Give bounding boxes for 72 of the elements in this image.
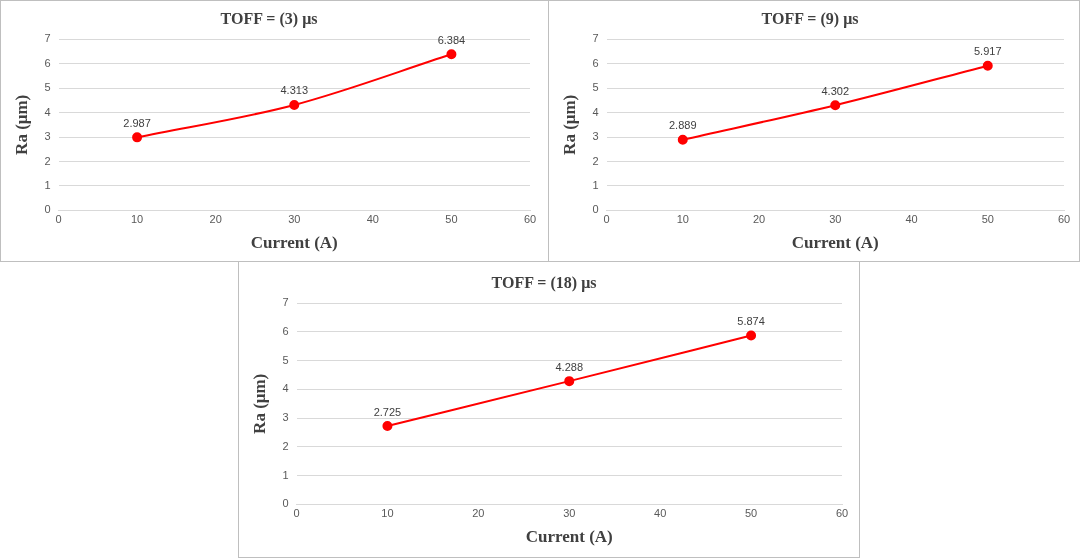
x-tick-label: 60	[835, 507, 849, 520]
y-tick-label: 0	[592, 203, 599, 216]
data-label: 4.313	[280, 84, 309, 97]
x-tick-label: 60	[1057, 213, 1071, 226]
x-tick-label: 50	[981, 213, 994, 226]
x-tick-label: 0	[293, 507, 300, 520]
data-label: 6.384	[437, 33, 466, 46]
point	[677, 134, 688, 145]
y-tick-label: 2	[44, 154, 51, 167]
x-tick-label: 60	[523, 213, 537, 226]
x-tick-label: 20	[209, 213, 222, 226]
x-tick-label: 20	[472, 507, 485, 520]
point	[982, 60, 993, 71]
y-axis-title: Ra (μm)	[249, 373, 269, 434]
y-tick-label: 1	[592, 178, 599, 191]
x-tick-label: 40	[366, 213, 379, 226]
data-label: 5.874	[737, 315, 765, 328]
x-axis-title: Current (A)	[791, 233, 879, 253]
point	[132, 132, 143, 143]
y-tick-label: 6	[44, 56, 51, 69]
x-tick-label: 10	[381, 507, 394, 520]
y-tick-label: 0	[44, 203, 51, 216]
x-tick-label: 30	[563, 507, 576, 520]
y-tick-label: 5	[282, 353, 289, 366]
x-tick-label: 0	[603, 213, 610, 226]
point	[746, 330, 757, 341]
y-tick-label: 6	[592, 56, 599, 69]
y-axis-title: Ra (μm)	[559, 94, 579, 155]
data-label: 4.302	[821, 84, 850, 97]
x-axis-title: Current (A)	[250, 233, 338, 253]
x-tick-label: 10	[676, 213, 689, 226]
data-label: 2.987	[123, 116, 151, 129]
y-tick-label: 4	[44, 105, 51, 118]
x-tick-label: 0	[55, 213, 62, 226]
x-tick-label: 40	[654, 507, 667, 520]
data-label: 2.725	[373, 405, 402, 418]
data-label: 4.288	[555, 360, 584, 373]
x-tick-label: 20	[752, 213, 766, 226]
point	[830, 100, 841, 111]
x-axis-title: Current (A)	[525, 527, 613, 547]
y-tick-label: 4	[282, 382, 289, 395]
y-tick-label: 2	[282, 439, 289, 452]
point	[289, 99, 300, 110]
x-tick-label: 30	[288, 213, 301, 226]
point	[564, 376, 575, 387]
y-tick-label: 0	[282, 497, 289, 510]
y-tick-label: 2	[592, 154, 599, 167]
y-tick-label: 3	[592, 130, 599, 143]
y-tick-label: 6	[282, 324, 289, 337]
point	[446, 49, 457, 60]
y-tick-label: 5	[592, 81, 599, 94]
y-tick-label: 3	[44, 130, 51, 143]
chart-title: TOFF = (3) μs	[220, 9, 318, 28]
x-tick-label: 50	[744, 507, 758, 520]
data-label: 2.889	[669, 119, 697, 132]
y-tick-label: 3	[282, 411, 289, 424]
chart-title: TOFF = (9) μs	[761, 9, 859, 28]
y-tick-label: 5	[44, 81, 51, 94]
x-tick-label: 30	[829, 213, 842, 226]
x-tick-label: 10	[130, 213, 144, 226]
y-tick-label: 1	[282, 468, 289, 481]
data-label: 5.917	[973, 45, 1002, 58]
chart-title: TOFF = (18) μs	[491, 273, 597, 292]
y-tick-label: 7	[282, 296, 289, 309]
y-tick-label: 7	[592, 32, 599, 45]
x-tick-label: 40	[905, 213, 918, 226]
x-tick-label: 50	[445, 213, 458, 226]
y-tick-label: 7	[44, 32, 51, 45]
point	[382, 421, 393, 432]
y-axis-title: Ra (μm)	[11, 94, 31, 155]
y-tick-label: 1	[44, 178, 51, 191]
y-tick-label: 4	[592, 105, 599, 118]
